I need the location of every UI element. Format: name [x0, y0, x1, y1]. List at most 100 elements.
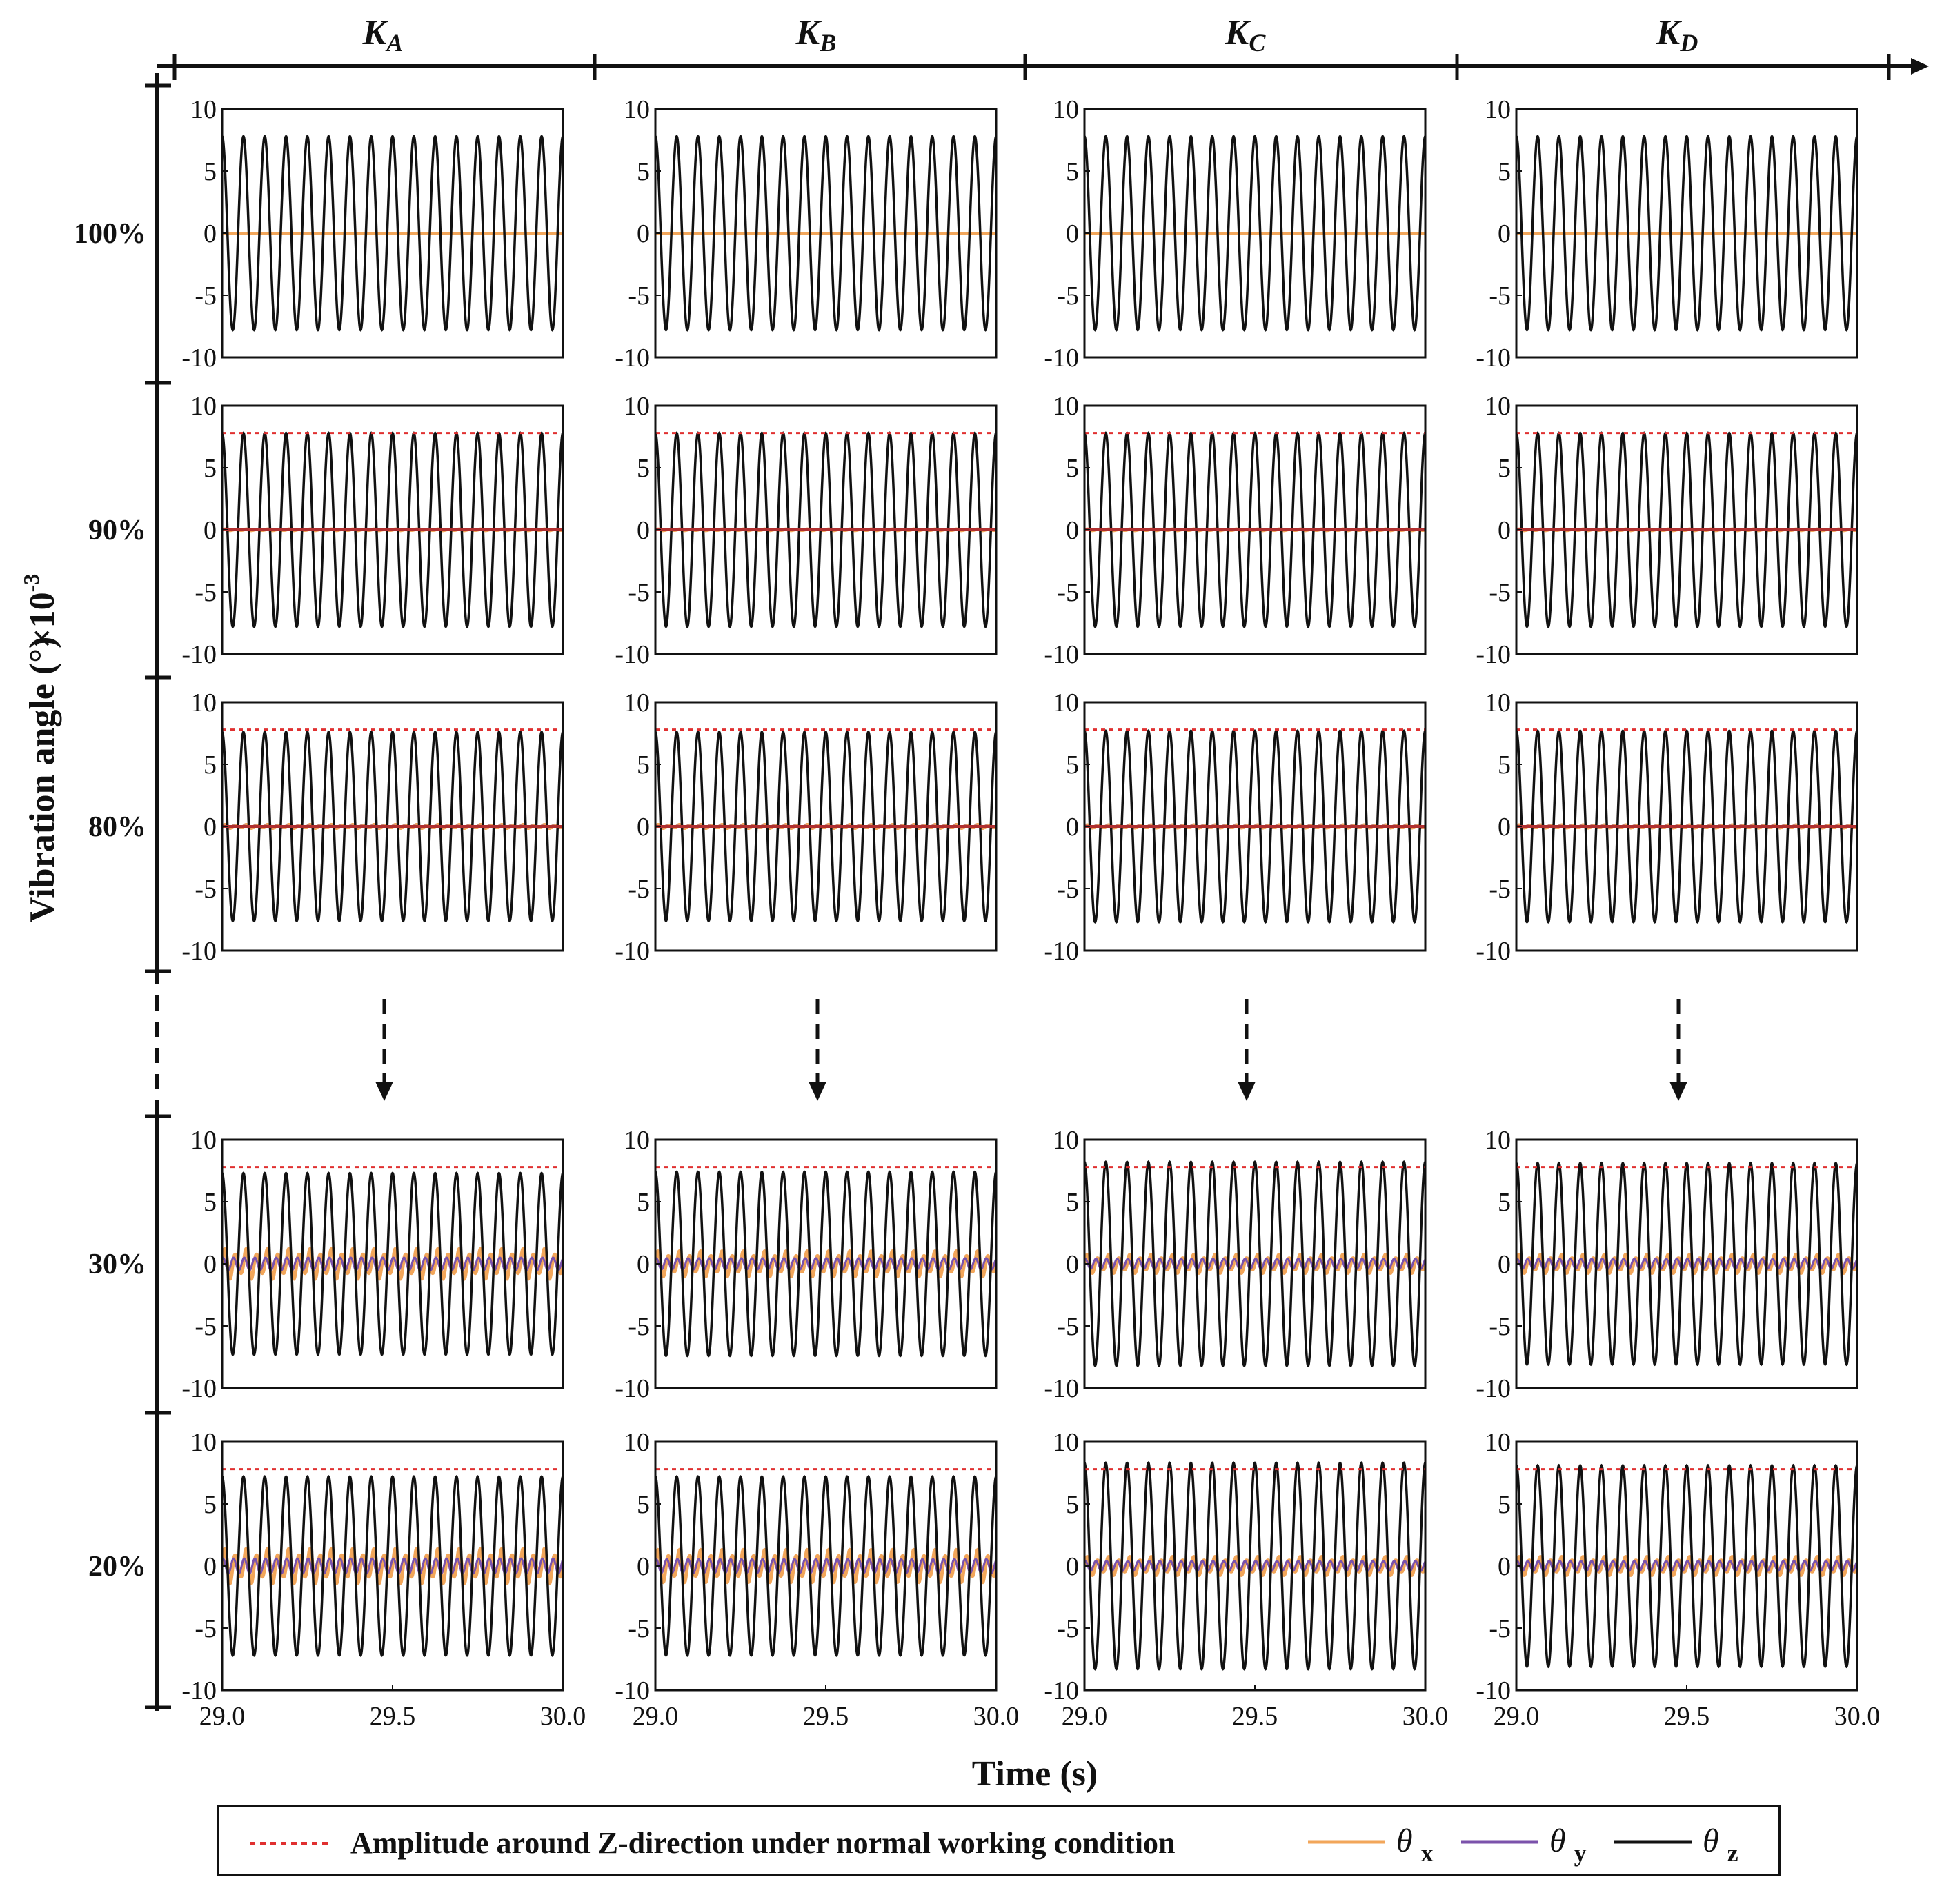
y-tick-label: -10 — [1476, 344, 1511, 373]
y-tick-label: 10 — [1485, 95, 1511, 124]
series-theta-x — [1516, 1252, 1857, 1276]
series-theta-y — [1084, 1258, 1425, 1270]
y-tick-label: 0 — [637, 516, 650, 545]
series-theta-x — [1084, 1554, 1425, 1578]
y-tick-label: -10 — [1044, 937, 1079, 966]
x-tick-label: 29.5 — [1664, 1702, 1710, 1731]
y-tick-label: 0 — [637, 1250, 650, 1279]
plot-area — [655, 1166, 996, 1358]
y-tick-label: -5 — [1057, 1312, 1079, 1341]
axis-labels: Vibration angle (°) ×10-3 Time (s) — [19, 574, 1098, 1794]
y-tick-label: -10 — [1044, 1676, 1079, 1705]
top-frame-arrowhead — [1911, 58, 1929, 75]
y-tick-label: 10 — [1053, 95, 1079, 124]
y-tick-label: 0 — [204, 1250, 217, 1279]
row-label-30pct: 30% — [88, 1249, 146, 1280]
y-tick-label: -10 — [615, 1374, 650, 1403]
y-tick-label: -5 — [628, 281, 650, 310]
panel-D-80pct: 10 5 0 -5 -10 — [1476, 688, 1858, 966]
y-tick-label: -10 — [1044, 344, 1079, 373]
dashed-arrow-head — [1238, 1082, 1256, 1101]
y-tick-label: 10 — [190, 1428, 217, 1457]
x-tick-label: 29.5 — [1232, 1702, 1278, 1731]
legend: Amplitude around Z-direction under norma… — [217, 1805, 1781, 1876]
plot-area — [1516, 135, 1857, 332]
legend-ref-label: Amplitude around Z-direction under norma… — [350, 1826, 1176, 1860]
series-theta-y — [222, 1557, 563, 1575]
y-tick-label: 5 — [1066, 157, 1079, 186]
y-tick-label: 5 — [637, 1188, 650, 1217]
plot-area — [222, 1468, 563, 1657]
dashed-arrow-head — [375, 1082, 393, 1101]
row-label-20pct: 20% — [88, 1551, 146, 1583]
y-tick-label: -5 — [195, 578, 217, 607]
y-tick-label: 5 — [204, 157, 217, 186]
series-theta-z — [1516, 1161, 1857, 1367]
y-tick-label: -5 — [1057, 281, 1079, 310]
y-tick-label: 5 — [637, 157, 650, 186]
series-theta-x — [222, 1247, 563, 1281]
y-tick-label: -10 — [615, 937, 650, 966]
y-tick-label: 10 — [190, 95, 217, 124]
x-tick-label: 29.0 — [633, 1702, 679, 1731]
plot-area — [655, 1468, 996, 1657]
y-tick-label: -10 — [181, 640, 217, 669]
y-tick-label: -10 — [1476, 1676, 1511, 1705]
panel-B-90pct: 10 5 0 -5 -10 — [615, 392, 998, 669]
series-theta-y — [1084, 1560, 1425, 1572]
y-tick-label: -5 — [1489, 578, 1511, 607]
x-tick-label: 29.5 — [803, 1702, 849, 1731]
plot-area — [1516, 431, 1857, 628]
y-tick-label: 5 — [204, 1188, 217, 1217]
y-tick-label: 5 — [637, 751, 650, 780]
y-tick-label: 0 — [1066, 813, 1079, 842]
column-header-B: KB — [795, 13, 837, 57]
y-tick-label: 10 — [190, 688, 217, 717]
y-tick-label: -10 — [1476, 1374, 1511, 1403]
x-tick-label: 30.0 — [1402, 1702, 1449, 1731]
y-tick-label: -5 — [195, 1614, 217, 1643]
y-tick-label: -5 — [195, 281, 217, 310]
y-axis-label: Vibration angle (°) — [23, 637, 62, 923]
panel-B-30pct: 10 5 0 -5 -10 — [615, 1126, 998, 1403]
y-tick-label: -10 — [615, 344, 650, 373]
y-tick-label: 10 — [1053, 392, 1079, 421]
y-tick-label: 5 — [204, 1490, 217, 1519]
panel-C-100pct: 10 5 0 -5 -10 — [1044, 95, 1427, 373]
y-tick-label: 10 — [1485, 392, 1511, 421]
continuation-arrows — [375, 999, 1687, 1101]
panel-D-30pct: 10 5 0 -5 -10 — [1476, 1126, 1858, 1403]
y-tick-label: 5 — [1066, 454, 1079, 483]
plot-area — [1084, 135, 1425, 332]
y-tick-label: -5 — [1489, 1312, 1511, 1341]
series-theta-x — [1084, 1252, 1425, 1276]
x-tick-label: 30.0 — [1834, 1702, 1881, 1731]
row-label-80pct: 80% — [88, 811, 146, 843]
y-tick-label: 0 — [1498, 219, 1511, 248]
panel-C-90pct: 10 5 0 -5 -10 — [1044, 392, 1427, 669]
panel-C-80pct: 10 5 0 -5 -10 — [1044, 688, 1427, 966]
y-tick-label: -5 — [1489, 875, 1511, 904]
series-theta-y — [655, 1558, 996, 1574]
plot-area — [1516, 1161, 1857, 1367]
y-tick-label: -5 — [628, 1614, 650, 1643]
y-tick-label: 0 — [637, 1552, 650, 1581]
series-theta-z — [222, 431, 563, 628]
y-tick-label: -5 — [195, 875, 217, 904]
panel-D-100pct: 10 5 0 -5 -10 — [1476, 95, 1858, 373]
y-tick-label: -10 — [181, 344, 217, 373]
y-tick-label: -5 — [1489, 281, 1511, 310]
series-theta-y — [222, 1256, 563, 1271]
series-theta-x — [655, 1249, 996, 1279]
y-tick-label: 10 — [624, 1428, 650, 1457]
series-theta-z — [655, 730, 996, 923]
plot-area — [655, 728, 996, 923]
y-tick-label: 10 — [624, 95, 650, 124]
panel-A-100pct: 10 5 0 -5 -10 — [181, 95, 564, 373]
y-tick-label: 5 — [1498, 1188, 1511, 1217]
panel-A-80pct: 10 5 0 -5 -10 — [181, 688, 564, 966]
plot-area — [655, 431, 996, 628]
